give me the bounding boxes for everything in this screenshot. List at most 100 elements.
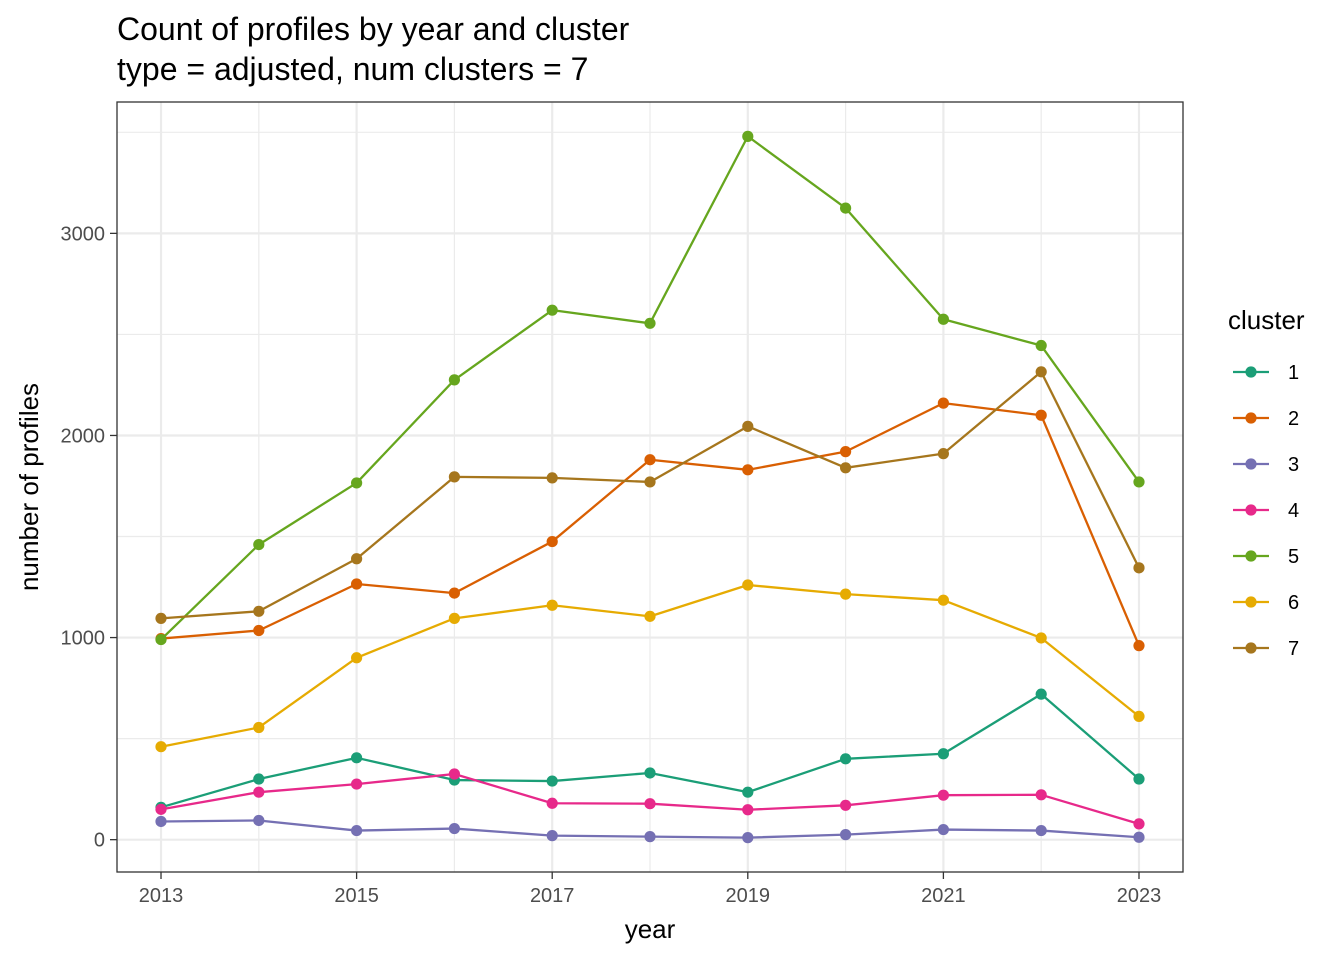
data-point-5 [937, 313, 949, 325]
data-point-2 [937, 397, 949, 409]
data-point-6 [742, 579, 754, 591]
legend-item-6: 6 [1233, 592, 1299, 614]
data-point-4 [839, 799, 852, 811]
x-axis-title: year [625, 914, 676, 944]
data-point-1 [1035, 688, 1047, 700]
x-axis: 2013 2015 2017 2019 2021 2023 [139, 872, 1161, 907]
data-point-7 [448, 471, 461, 483]
data-point-7 [937, 448, 949, 460]
plot-border [116, 101, 1184, 873]
series-cluster-4 [155, 768, 1145, 830]
data-point-6 [644, 610, 656, 622]
data-point-1 [644, 767, 656, 779]
data-point-4 [644, 798, 656, 810]
data-point-2 [546, 535, 558, 548]
legend-label: 3 [1288, 454, 1299, 476]
series-cluster-3 [155, 814, 1145, 844]
data-point-3 [937, 823, 949, 836]
legend-label: 2 [1288, 408, 1299, 430]
y-axis-title: number of profiles [14, 383, 44, 591]
data-point-4 [448, 768, 461, 780]
legend-label: 4 [1288, 500, 1299, 522]
legend-label: 5 [1288, 546, 1299, 568]
data-point-2 [351, 578, 363, 590]
data-point-1 [1133, 773, 1145, 785]
data-point-5 [155, 633, 167, 646]
series-cluster-2 [155, 397, 1145, 652]
data-point-5 [742, 130, 754, 142]
legend: cluster 1 2 3 4 5 6 7 [1228, 305, 1305, 660]
data-point-7 [1133, 562, 1145, 574]
data-point-2 [1035, 409, 1047, 421]
data-point-6 [839, 588, 852, 600]
data-point-5 [253, 538, 265, 551]
data-point-5 [644, 317, 656, 329]
data-point-4 [742, 804, 754, 816]
data-point-4 [155, 803, 167, 815]
series-cluster-6 [155, 579, 1145, 753]
y-tick-label: 0 [94, 830, 105, 852]
legend-key-point [1245, 412, 1257, 424]
legend-items: 1 2 3 4 5 6 7 [1233, 362, 1299, 660]
data-point-3 [155, 815, 167, 828]
y-tick-label: 2000 [61, 425, 106, 447]
data-point-3 [742, 832, 754, 844]
data-point-7 [351, 553, 363, 565]
x-tick-label: 2023 [1117, 885, 1162, 907]
x-tick-label: 2019 [726, 885, 771, 907]
data-point-5 [1133, 476, 1145, 488]
data-point-3 [1133, 831, 1145, 843]
data-point-7 [546, 472, 558, 484]
data-point-5 [546, 304, 558, 316]
data-point-2 [1133, 640, 1145, 652]
data-point-5 [1035, 339, 1047, 352]
legend-item-2: 2 [1233, 408, 1299, 430]
data-point-2 [448, 587, 461, 599]
data-point-7 [644, 476, 656, 488]
data-point-2 [644, 454, 656, 466]
x-tick-label: 2017 [530, 885, 575, 907]
data-point-4 [546, 797, 558, 809]
legend-key-point [1245, 596, 1257, 608]
data-point-1 [546, 775, 558, 787]
data-point-7 [253, 605, 265, 617]
series-cluster-7 [155, 366, 1145, 624]
legend-key-point [1245, 550, 1257, 562]
data-point-5 [448, 374, 461, 386]
data-point-3 [448, 822, 461, 835]
data-point-4 [351, 778, 363, 790]
data-point-1 [253, 773, 265, 785]
legend-key-point [1245, 366, 1257, 378]
data-point-6 [351, 652, 363, 664]
data-point-5 [839, 202, 852, 214]
data-point-7 [839, 462, 852, 474]
data-point-3 [253, 814, 265, 827]
data-point-7 [155, 612, 167, 624]
legend-key-point [1245, 504, 1257, 516]
data-point-6 [937, 594, 949, 606]
data-point-1 [839, 753, 852, 765]
data-point-1 [742, 786, 754, 798]
legend-item-3: 3 [1233, 454, 1299, 476]
grid-minor [117, 102, 1183, 872]
series-cluster-5 [155, 130, 1145, 646]
data-point-2 [839, 446, 852, 458]
legend-item-4: 4 [1233, 500, 1299, 522]
x-tick-label: 2013 [139, 885, 184, 907]
legend-key-point [1245, 642, 1257, 654]
data-point-4 [1035, 789, 1047, 801]
legend-label: 1 [1288, 362, 1299, 384]
y-axis: 0 1000 2000 3000 [61, 223, 117, 852]
data-point-3 [644, 831, 656, 843]
chart-title: Count of profiles by year and cluster [117, 11, 630, 47]
data-point-6 [155, 741, 167, 753]
y-tick-label: 3000 [61, 223, 106, 245]
legend-item-1: 1 [1233, 362, 1299, 384]
legend-title: cluster [1228, 305, 1305, 335]
data-point-3 [839, 829, 852, 841]
data-point-4 [937, 789, 949, 801]
data-point-6 [1035, 632, 1047, 644]
x-tick-label: 2015 [334, 885, 379, 907]
data-point-3 [1035, 824, 1047, 837]
